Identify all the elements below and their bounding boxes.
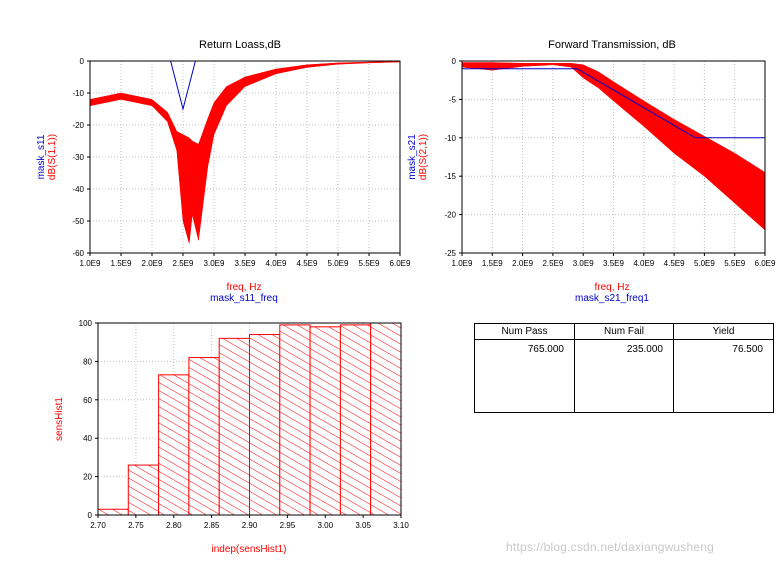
x-axis-label: freq, Hz <box>594 282 629 293</box>
y-tick-label: 0 <box>80 57 85 66</box>
y-tick-label: -10 <box>72 89 84 98</box>
x-tick-label: 5.0E9 <box>694 259 715 268</box>
x-tick-label: 3.05 <box>355 521 371 530</box>
x-axis-label: mask_s21_freq1 <box>575 293 649 304</box>
x-tick-label: 1.0E9 <box>80 259 101 268</box>
sensitivity-histogram: 2.70 2.75 2.80 2.85 2.90 2.95 3.00 3.05 3.10 0 20 4… <box>54 319 409 555</box>
x-tick-label: 3.0E9 <box>204 259 225 268</box>
chart-title: Forward Transmission, dB <box>548 39 676 51</box>
x-tick-label: 3.5E9 <box>603 259 624 268</box>
y-tick-label: 0 <box>88 511 93 520</box>
y-axis-label: dB(S(1,1)) <box>47 134 58 180</box>
y-axis-label: mask_s11 <box>36 134 47 179</box>
y-axis-label: dB(S(2,1)) <box>418 134 429 180</box>
histogram-bar <box>309 326 341 516</box>
x-tick-label: 2.5E9 <box>173 259 194 268</box>
y-tick-label: -30 <box>72 153 84 162</box>
y-tick-label: -60 <box>72 249 84 258</box>
y-tick-label: 80 <box>83 357 92 366</box>
histogram-bar <box>279 324 311 516</box>
y-axis-label: sensHist1 <box>54 397 65 441</box>
y-tick-label: 40 <box>83 434 92 443</box>
table-cell-yield: 76.500 <box>732 344 763 355</box>
x-tick-label: 1.5E9 <box>111 259 132 268</box>
x-axis-label: indep(sensHist1) <box>211 544 286 555</box>
x-tick-label: 3.00 <box>317 521 333 530</box>
x-tick-label: 4.5E9 <box>297 259 318 268</box>
histogram-bar <box>158 374 190 516</box>
y-tick-label: -20 <box>72 121 84 130</box>
table-header-yield: Yield <box>674 324 773 340</box>
table-cell-num-fail: 235.000 <box>575 340 674 412</box>
x-tick-label: 2.95 <box>280 521 296 530</box>
x-tick-label: 3.10 <box>393 521 409 530</box>
histogram-bar <box>249 334 281 516</box>
table-header-num-fail: Num Fail <box>575 324 674 340</box>
x-tick-label: 4.0E9 <box>633 259 654 268</box>
table-cell-num-pass: 765.000 <box>475 340 575 412</box>
y-tick-label: -20 <box>444 211 456 220</box>
x-axis-label: mask_s11_freq <box>210 293 278 304</box>
mask-line <box>170 60 196 111</box>
y-tick-label: -15 <box>444 172 456 181</box>
x-tick-label: 6.0E9 <box>755 259 776 268</box>
x-tick-label: 6.0E9 <box>390 259 411 268</box>
yield-table: Num Pass Num Fail Yield 765.000 235.000 … <box>474 323 774 413</box>
x-tick-label: 2.0E9 <box>512 259 533 268</box>
table-header-num-pass: Num Pass <box>475 324 575 340</box>
x-tick-label: 2.85 <box>204 521 220 530</box>
x-tick-label: 3.5E9 <box>235 259 256 268</box>
y-tick-label: 0 <box>452 57 457 66</box>
y-tick-label: -5 <box>449 95 457 104</box>
y-tick-label: 20 <box>83 473 92 482</box>
sparameter-band <box>461 62 766 231</box>
x-tick-label: 2.80 <box>166 521 182 530</box>
x-tick-label: 4.5E9 <box>664 259 685 268</box>
x-tick-label: 2.5E9 <box>542 259 563 268</box>
x-tick-label: 5.0E9 <box>328 259 349 268</box>
histogram-bar <box>97 508 129 516</box>
y-tick-label: 100 <box>79 319 93 328</box>
x-tick-label: 1.0E9 <box>452 259 473 268</box>
y-tick-label: -50 <box>72 217 84 226</box>
x-tick-label: 2.0E9 <box>142 259 163 268</box>
forward-transmission-chart: Forward Transmission, dB 1.0E9 1.5E9 2.0E9… <box>407 39 776 304</box>
x-tick-label: 1.5E9 <box>482 259 503 268</box>
y-axis-label: mask_s21 <box>407 134 418 180</box>
y-tick-label: -10 <box>444 134 456 143</box>
x-tick-label: 5.5E9 <box>724 259 745 268</box>
x-axis-label: freq, Hz <box>226 282 261 293</box>
y-tick-label: -25 <box>444 249 456 258</box>
histogram-bar <box>370 322 402 516</box>
y-tick-label: 60 <box>83 396 92 405</box>
x-tick-label: 5.5E9 <box>359 259 380 268</box>
x-tick-label: 3.0E9 <box>573 259 594 268</box>
histogram-bar <box>339 324 372 516</box>
histogram-bar <box>127 464 160 516</box>
histogram-bar <box>188 357 220 516</box>
mask-line <box>462 68 765 139</box>
y-tick-label: -40 <box>72 185 84 194</box>
x-tick-label: 2.90 <box>242 521 258 530</box>
x-tick-label: 2.75 <box>128 521 144 530</box>
x-tick-label: 4.0E9 <box>266 259 287 268</box>
x-tick-label: 2.70 <box>90 521 106 530</box>
histogram-bar <box>218 337 250 516</box>
watermark-text: https://blog.csdn.net/daxiangwusheng <box>506 540 715 554</box>
chart-title: Return Loass,dB <box>199 39 281 51</box>
return-loss-chart: Return Loass,dB 1.0E9 1.5E9 2.0E9 2.5E9 3.0E… <box>36 39 411 304</box>
